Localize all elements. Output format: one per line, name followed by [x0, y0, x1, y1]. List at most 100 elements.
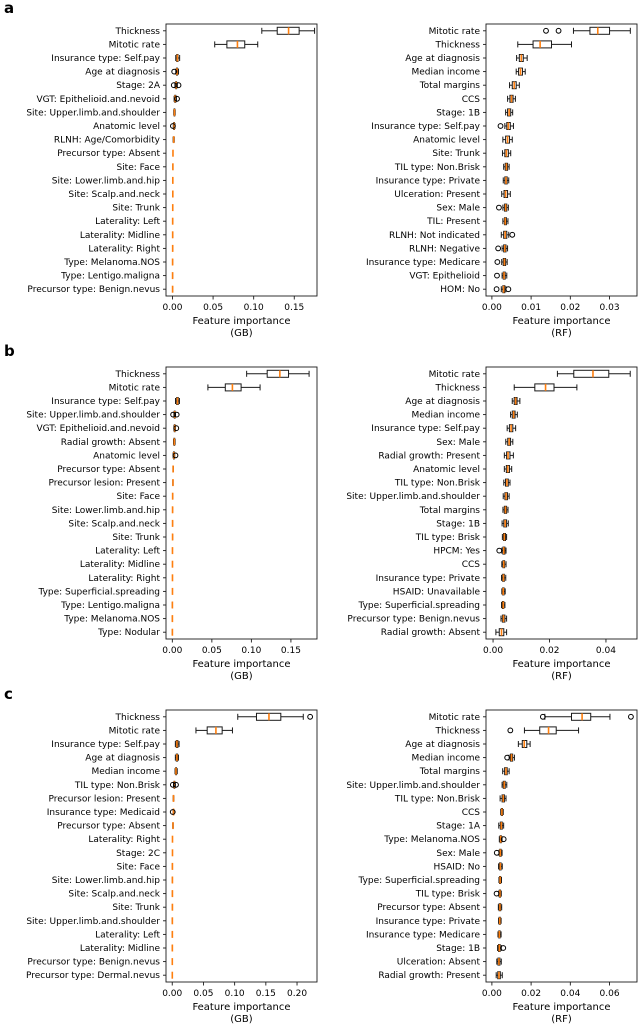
box-row: Laterality: Left — [95, 930, 174, 940]
feature-label: VGT: Epithelioid.and.nevoid — [36, 424, 160, 434]
feature-label: Insurance type: Self.pay — [51, 397, 160, 407]
feature-label: Precursor type: Absent — [57, 149, 160, 159]
box-row: Insurance type: Private — [376, 574, 507, 584]
feature-label: Insurance type: Self.pay — [371, 122, 480, 132]
feature-label: Thickness — [435, 383, 481, 393]
x-tick-label: 0.02 — [539, 646, 559, 656]
box-row: HOM: No — [440, 285, 512, 295]
box-row: Anatomic level — [93, 122, 176, 132]
panel-c: c 0.00 0.05 0.10 0.15 0.20 Feature importance… — [0, 687, 641, 1025]
feature-label: Type: Lentigo.maligna — [60, 272, 160, 282]
feature-label: Precursor type: Benign.nevus — [27, 958, 160, 968]
boxplot-a-rf: 0.00 0.01 0.02 0.03 Feature importance (RF) Mi… — [320, 16, 640, 339]
x-tick-label: 0.15 — [284, 303, 304, 313]
box-row: Anatomic level — [413, 135, 513, 146]
box-row: Site: Upper.limb.and.shoulder — [26, 917, 174, 927]
box-row: Sex: Male — [436, 203, 509, 214]
feature-label: Anatomic level — [413, 465, 480, 475]
feature-label: Radial growth: Absent — [381, 628, 481, 638]
x-tick-label: 0.05 — [202, 646, 222, 656]
feature-label: Precursor type: Benign.nevus — [347, 615, 480, 625]
feature-label: Site: Scalp.and.neck — [68, 190, 160, 200]
box-row: Laterality: Left — [95, 217, 174, 227]
box-row: HSAID: Unavailable — [393, 587, 506, 597]
box-row: Precursor type: Absent — [377, 903, 503, 913]
feature-label: Type: Superficial.spreading — [357, 601, 480, 611]
feature-label: Precursor type: Benign.nevus — [27, 285, 160, 295]
x-tick-label: 0.00 — [162, 989, 182, 999]
box-row: Laterality: Midline — [80, 231, 174, 241]
box-row: Mitotic rate — [109, 40, 259, 50]
feature-label: HSAID: Unavailable — [393, 587, 481, 597]
box-row: Type: Melanoma.NOS — [63, 258, 174, 268]
box-row: Site: Upper.limb.and.shoulder — [26, 108, 176, 118]
box-row: Anatomic level — [413, 465, 513, 475]
feature-label: Laterality: Midline — [80, 560, 161, 570]
box-row: Site: Trunk — [432, 149, 512, 159]
feature-label: Laterality: Right — [88, 574, 160, 584]
boxplot-svg-a-rf: 0.00 0.01 0.02 0.03 Feature importance(RF) Mi… — [366, 23, 638, 339]
box-row: Stage: 1B — [436, 108, 514, 118]
box-row: VGT: Epithelioid.and.nevoid — [36, 424, 180, 434]
box-row: Sex: Male — [436, 438, 514, 448]
box-row: VGT: Epithelioid.and.nevoid — [36, 94, 180, 105]
x-axis-title: Feature importance — [512, 659, 610, 670]
box-row: Median income — [91, 767, 178, 777]
feature-label: Anatomic level — [413, 136, 480, 146]
feature-label: Site: Trunk — [112, 204, 160, 214]
feature-label: Mitotic rate — [109, 383, 161, 393]
feature-label: Age at diagnosis — [405, 397, 480, 407]
feature-label: Type: Melanoma.NOS — [63, 615, 160, 625]
box-row: Mitotic rate — [109, 383, 261, 393]
feature-label: Age at diagnosis — [85, 68, 160, 78]
feature-label: Stage: 1B — [436, 108, 480, 118]
box-row: Insurance type: Self.pay — [51, 54, 181, 64]
x-tick-label: 0.01 — [521, 303, 541, 313]
box-row: VGT: Epithelioid — [409, 271, 508, 282]
box-row: Median income — [411, 754, 515, 764]
box-row: Type: Superficial.spreading — [37, 587, 174, 597]
x-tick-label: 0.10 — [244, 303, 264, 313]
box-row: Thickness — [115, 713, 314, 723]
feature-label: VGT: Epithelioid.and.nevoid — [36, 95, 160, 105]
feature-label: Mitotic rate — [109, 40, 161, 50]
feature-label: Insurance type: Private — [376, 917, 481, 927]
boxplot-c-rf: 0.00 0.02 0.04 0.06 Feature importance (RF) Mi… — [320, 702, 640, 1025]
feature-label: Age at diagnosis — [405, 54, 480, 64]
panel-a-charts-row: 0.00 0.05 0.10 0.15 Feature importance (GB) Th… — [0, 16, 641, 339]
feature-label: HPCM: Yes — [433, 547, 480, 557]
box-row: Mitotic rate — [429, 27, 631, 37]
box-row: Age at diagnosis — [85, 67, 180, 78]
panel-b: b 0.00 0.05 0.10 0.15 Feature importance (GB)… — [0, 342, 641, 682]
feature-label: Site: Face — [116, 492, 160, 502]
x-tick-label: 0.06 — [600, 989, 620, 999]
box-row: Insurance type: Self.pay — [51, 740, 180, 750]
box-row: Insurance type: Private — [376, 176, 510, 186]
feature-label: Insurance type: Medicare — [366, 930, 480, 940]
box-row: Insurance type: Self.pay — [371, 122, 514, 132]
feature-label: Age at diagnosis — [85, 754, 160, 764]
feature-label: Sex: Male — [436, 849, 480, 859]
box-row: Stage: 1A — [436, 822, 505, 832]
panel-b-label: b — [4, 342, 15, 360]
box-row: Site: Face — [116, 492, 174, 502]
box-row: Age at diagnosis — [85, 754, 179, 764]
box-row: Site: Lower.limb.and.hip — [52, 876, 174, 886]
box-row: Site: Upper.limb.and.shoulder — [346, 781, 508, 791]
x-tick-label: 0.10 — [225, 989, 245, 999]
box-row: Stage: 1B — [436, 944, 507, 954]
feature-label: Radial growth: Absent — [61, 438, 161, 448]
feature-label: VGT: Epithelioid — [409, 272, 480, 282]
feature-label: Type: Superficial.spreading — [357, 876, 480, 886]
feature-label: TIL type: Non.Brisk — [74, 781, 161, 791]
panel-c-charts-row: 0.00 0.05 0.10 0.15 0.20 Feature importance (G… — [0, 702, 641, 1025]
feature-label: Type: Superficial.spreading — [37, 587, 160, 597]
box-row: Site: Scalp.and.neck — [68, 519, 174, 529]
box-row: HPCM: Yes — [433, 547, 507, 557]
box-row: TIL type: Non.Brisk — [74, 781, 179, 791]
boxplot-c-gb: 0.00 0.05 0.10 0.15 0.20 Feature importance (G… — [0, 702, 320, 1025]
box-row: Site: Scalp.and.neck — [68, 890, 174, 900]
boxplot-svg-b-gb: 0.00 0.05 0.10 0.15 Feature importance(GB) Th… — [26, 366, 318, 682]
feature-label: TIL: Present — [426, 217, 480, 227]
feature-label: Insurance type: Private — [376, 574, 481, 584]
